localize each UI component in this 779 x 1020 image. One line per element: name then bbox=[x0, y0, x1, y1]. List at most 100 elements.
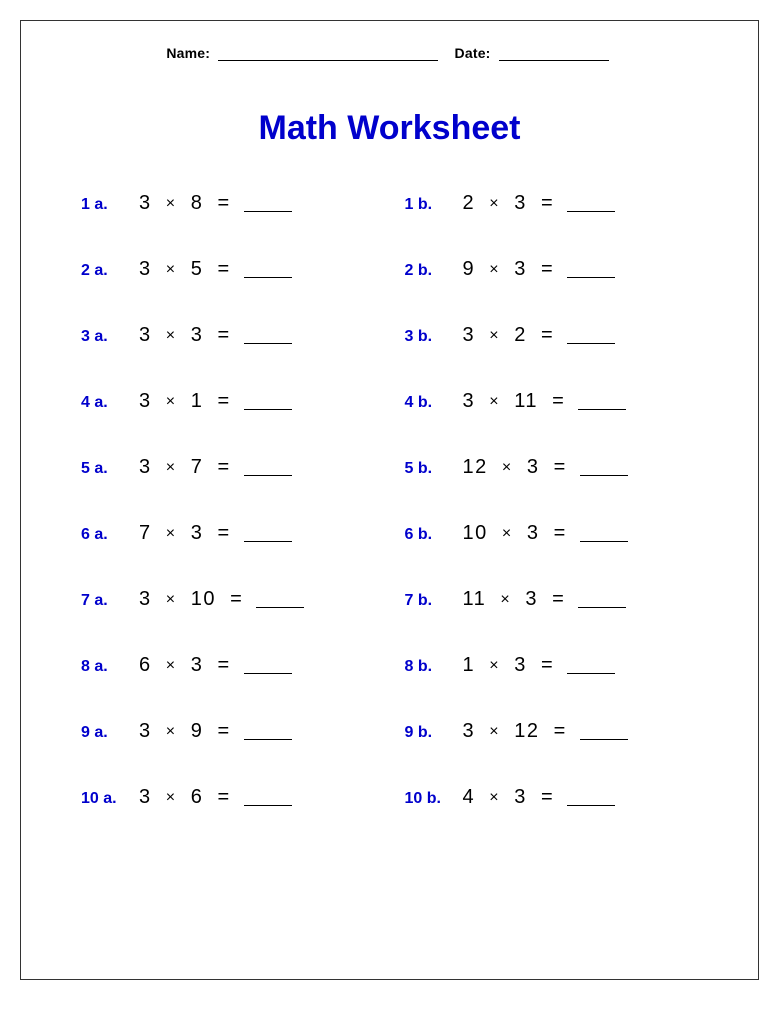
problem-label: 10 a. bbox=[81, 790, 139, 808]
problem-label: 8 b. bbox=[405, 658, 463, 676]
problem-expression: 3 × 9 = bbox=[139, 720, 292, 743]
answer-blank[interactable] bbox=[567, 673, 615, 674]
problem-row: 10 b.4 × 3 = bbox=[405, 786, 709, 809]
problem-expression: 3 × 6 = bbox=[139, 786, 292, 809]
problem-expression: 11 × 3 = bbox=[463, 588, 627, 611]
answer-blank[interactable] bbox=[567, 211, 615, 212]
operand-a: 9 bbox=[463, 258, 476, 280]
operand-b: 3 bbox=[514, 258, 527, 280]
multiply-symbol: × bbox=[166, 195, 177, 212]
problem-expression: 3 × 7 = bbox=[139, 456, 292, 479]
answer-blank[interactable] bbox=[580, 475, 628, 476]
multiply-symbol: × bbox=[166, 525, 177, 542]
multiply-symbol: × bbox=[166, 591, 177, 608]
problem-row: 9 b.3 × 12 = bbox=[405, 720, 709, 743]
answer-blank[interactable] bbox=[244, 211, 292, 212]
answer-blank[interactable] bbox=[580, 739, 628, 740]
operand-a: 3 bbox=[139, 456, 152, 478]
operand-b: 3 bbox=[191, 522, 204, 544]
operand-a: 11 bbox=[463, 588, 487, 610]
equals-symbol: = bbox=[217, 192, 230, 214]
worksheet-page: Name: Date: Math Worksheet 1 a.3 × 8 = 1… bbox=[20, 20, 759, 980]
answer-blank[interactable] bbox=[244, 277, 292, 278]
problem-label: 9 b. bbox=[405, 724, 463, 742]
operand-b: 3 bbox=[514, 192, 527, 214]
answer-blank[interactable] bbox=[580, 541, 628, 542]
name-blank[interactable] bbox=[218, 60, 438, 61]
answer-blank[interactable] bbox=[244, 475, 292, 476]
multiply-symbol: × bbox=[489, 327, 500, 344]
operand-a: 3 bbox=[139, 324, 152, 346]
equals-symbol: = bbox=[217, 522, 230, 544]
operand-b: 11 bbox=[514, 390, 538, 412]
problem-row: 3 a.3 × 3 = bbox=[81, 324, 385, 347]
date-blank[interactable] bbox=[499, 60, 609, 61]
problem-expression: 3 × 3 = bbox=[139, 324, 292, 347]
equals-symbol: = bbox=[552, 588, 565, 610]
problem-expression: 3 × 11 = bbox=[463, 390, 627, 413]
multiply-symbol: × bbox=[502, 525, 513, 542]
answer-blank[interactable] bbox=[256, 607, 304, 608]
operand-b: 5 bbox=[191, 258, 204, 280]
operand-b: 9 bbox=[191, 720, 204, 742]
operand-a: 6 bbox=[139, 654, 152, 676]
multiply-symbol: × bbox=[166, 459, 177, 476]
problem-expression: 3 × 2 = bbox=[463, 324, 616, 347]
operand-a: 3 bbox=[139, 720, 152, 742]
multiply-symbol: × bbox=[489, 657, 500, 674]
multiply-symbol: × bbox=[489, 789, 500, 806]
answer-blank[interactable] bbox=[244, 409, 292, 410]
equals-symbol: = bbox=[554, 720, 567, 742]
problem-expression: 12 × 3 = bbox=[463, 456, 628, 479]
operand-a: 3 bbox=[139, 192, 152, 214]
answer-blank[interactable] bbox=[567, 805, 615, 806]
operand-b: 3 bbox=[514, 654, 527, 676]
answer-blank[interactable] bbox=[244, 805, 292, 806]
problem-expression: 3 × 10 = bbox=[139, 588, 304, 611]
operand-b: 10 bbox=[191, 588, 216, 610]
answer-blank[interactable] bbox=[567, 343, 615, 344]
equals-symbol: = bbox=[217, 786, 230, 808]
multiply-symbol: × bbox=[166, 393, 177, 410]
problem-label: 9 a. bbox=[81, 724, 139, 742]
problem-label: 10 b. bbox=[405, 790, 463, 808]
answer-blank[interactable] bbox=[567, 277, 615, 278]
problem-row: 7 a.3 × 10 = bbox=[81, 588, 385, 611]
operand-b: 3 bbox=[527, 522, 540, 544]
equals-symbol: = bbox=[217, 456, 230, 478]
multiply-symbol: × bbox=[166, 723, 177, 740]
equals-symbol: = bbox=[230, 588, 243, 610]
problem-expression: 10 × 3 = bbox=[463, 522, 628, 545]
problem-expression: 6 × 3 = bbox=[139, 654, 292, 677]
multiply-symbol: × bbox=[500, 591, 511, 608]
problem-expression: 9 × 3 = bbox=[463, 258, 616, 281]
problem-row: 5 b.12 × 3 = bbox=[405, 456, 709, 479]
problem-label: 5 b. bbox=[405, 460, 463, 478]
multiply-symbol: × bbox=[489, 261, 500, 278]
problem-expression: 3 × 12 = bbox=[463, 720, 628, 743]
answer-blank[interactable] bbox=[578, 409, 626, 410]
answer-blank[interactable] bbox=[244, 541, 292, 542]
problem-label: 2 b. bbox=[405, 262, 463, 280]
answer-blank[interactable] bbox=[578, 607, 626, 608]
answer-blank[interactable] bbox=[244, 739, 292, 740]
problem-label: 7 a. bbox=[81, 592, 139, 610]
answer-blank[interactable] bbox=[244, 673, 292, 674]
problem-expression: 7 × 3 = bbox=[139, 522, 292, 545]
problem-label: 4 a. bbox=[81, 394, 139, 412]
operand-a: 12 bbox=[463, 456, 488, 478]
multiply-symbol: × bbox=[166, 657, 177, 674]
header-line: Name: Date: bbox=[71, 45, 708, 61]
operand-b: 3 bbox=[514, 786, 527, 808]
problem-row: 1 a.3 × 8 = bbox=[81, 192, 385, 215]
equals-symbol: = bbox=[541, 786, 554, 808]
operand-b: 3 bbox=[527, 456, 540, 478]
operand-a: 3 bbox=[139, 588, 152, 610]
multiply-symbol: × bbox=[166, 261, 177, 278]
problem-expression: 3 × 8 = bbox=[139, 192, 292, 215]
equals-symbol: = bbox=[541, 654, 554, 676]
operand-b: 3 bbox=[191, 324, 204, 346]
equals-symbol: = bbox=[552, 390, 565, 412]
answer-blank[interactable] bbox=[244, 343, 292, 344]
multiply-symbol: × bbox=[489, 723, 500, 740]
